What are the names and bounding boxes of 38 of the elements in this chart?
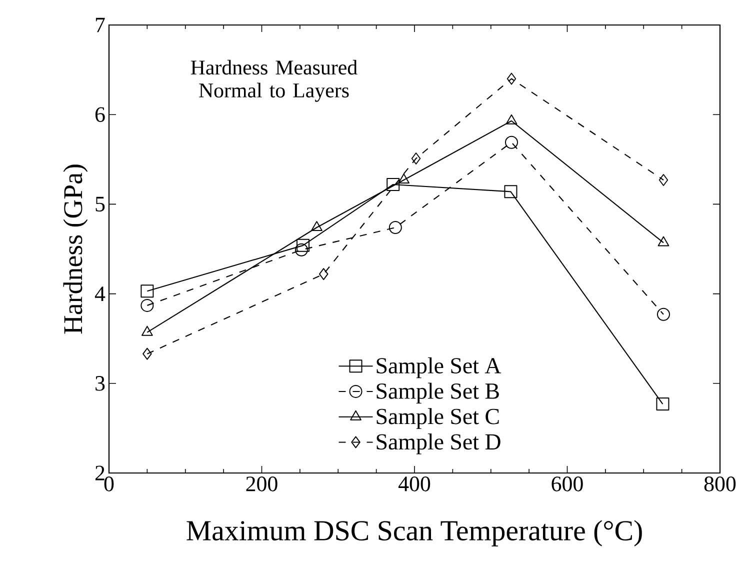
x-tick-label: 0 bbox=[104, 476, 114, 492]
point bbox=[311, 220, 322, 231]
annotation: Hardness Measured Normal to Layers bbox=[190, 60, 358, 102]
point bbox=[656, 308, 670, 321]
y-tick-label: 6 bbox=[95, 107, 105, 122]
y-tick-label: 2 bbox=[95, 466, 104, 480]
point bbox=[318, 268, 328, 280]
point bbox=[142, 348, 152, 360]
point bbox=[388, 220, 402, 234]
point bbox=[506, 72, 516, 85]
point bbox=[140, 298, 154, 312]
legend-label: Sample Set D bbox=[376, 434, 500, 454]
x-tick-label: 800 bbox=[704, 476, 736, 492]
point bbox=[386, 178, 400, 191]
point bbox=[140, 284, 154, 298]
point bbox=[411, 152, 421, 165]
point bbox=[506, 114, 518, 124]
point bbox=[658, 236, 670, 246]
x-tick-label: 400 bbox=[398, 476, 430, 492]
legend-label: Sample Set B bbox=[376, 382, 499, 404]
x-axis-title: Maximum DSC Scan Temperature (°C) bbox=[186, 520, 642, 546]
x-tick-label: 600 bbox=[552, 476, 583, 492]
y-tick-label: 4 bbox=[94, 286, 106, 302]
y-tick-label: 7 bbox=[96, 18, 105, 32]
x-tick-label: 200 bbox=[246, 476, 278, 492]
point bbox=[504, 185, 518, 198]
point bbox=[294, 243, 308, 256]
point bbox=[504, 136, 518, 149]
point bbox=[398, 174, 410, 184]
point bbox=[658, 174, 668, 186]
point bbox=[141, 326, 153, 336]
point bbox=[296, 238, 310, 252]
point bbox=[656, 398, 670, 411]
legend-label: Sample Set C bbox=[376, 408, 499, 429]
y-axis-title: Hardness (GPa) bbox=[63, 164, 88, 334]
legend-label: Sample Set A bbox=[376, 357, 502, 378]
y-tick-label: 5 bbox=[96, 196, 105, 212]
y-tick-label: 3 bbox=[96, 376, 105, 391]
